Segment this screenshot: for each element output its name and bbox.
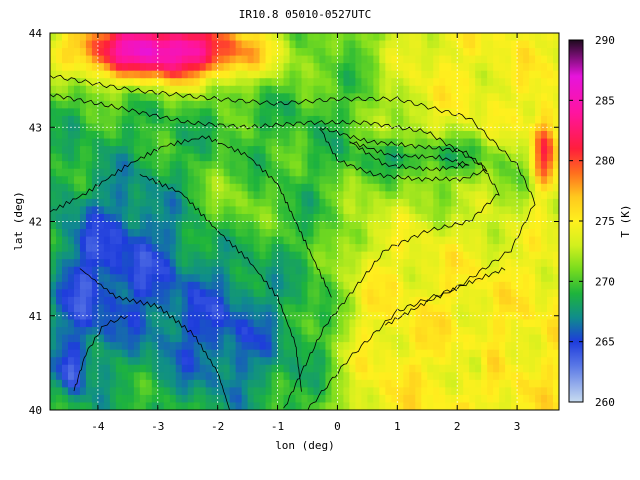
colorbar-tick-label: 260 [595,396,615,409]
colorbar-tick-label: 270 [595,275,615,288]
colorbar: 260 265 270 275 280 285 290 T (K) [568,34,632,409]
y-tick-label: 44 [29,27,43,40]
x-tick-label: -1 [271,420,284,433]
contour-line [79,268,230,410]
y-axis: 40 41 42 43 44 [29,27,559,417]
colorbar-label: T (K) [619,204,632,237]
y-tick-label: 41 [29,310,42,323]
x-tick-label: 3 [514,420,521,433]
colorbar-tick-label: 265 [595,336,615,349]
contour-line [50,74,536,410]
colorbar-tick-label: 280 [595,155,615,168]
colorbar-tick-label: 285 [595,94,615,107]
contour-line [139,174,302,392]
colorbar-ticks: 260 265 270 275 280 285 290 [569,34,615,409]
colorbar-tick-label: 290 [595,34,615,47]
contour-line [50,93,500,409]
y-tick-label: 40 [29,404,42,417]
contour-line [319,126,488,182]
x-tick-label: -4 [91,420,105,433]
x-tick-label: 0 [334,420,341,433]
x-tick-label: 2 [454,420,461,433]
terrain-contours [50,74,536,410]
x-axis: -4 -3 -2 -1 0 1 2 3 [91,33,520,433]
contour-line [50,135,332,298]
contour-line [349,141,470,172]
heatmap-field [50,33,559,410]
x-tick-label: -2 [211,420,224,433]
contour-line [73,315,129,392]
x-tick-label: 1 [394,420,401,433]
grid-lines [50,32,559,411]
chart-title: IR10.8 05010-0527UTC [239,8,371,21]
contour-line [385,267,506,326]
x-tick-label: -3 [151,420,164,433]
y-axis-label: lat (deg) [12,191,25,251]
y-tick-label: 43 [29,121,42,134]
plot-area [49,32,560,411]
y-tick-label: 42 [29,216,42,229]
colorbar-tick-label: 275 [595,215,615,228]
x-axis-label: lon (deg) [275,439,335,452]
